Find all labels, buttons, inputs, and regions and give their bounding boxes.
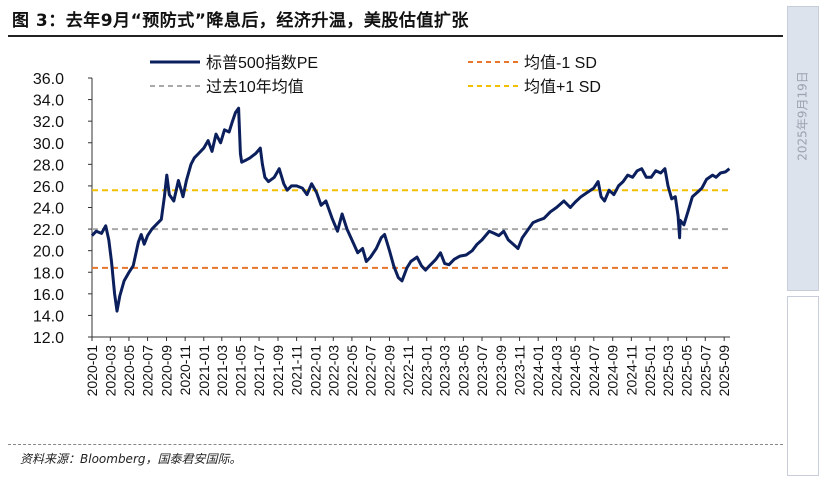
x-tick-label: 2025-03 [660,345,676,397]
legend-label: 过去10年均值 [206,78,304,96]
x-tick-label: 2021-03 [214,345,230,397]
legend: 标普500指数PE 过去10年均值 均值-1 SD 均值+1 SD [150,54,601,96]
legend-label: 标普500指数PE [206,54,318,72]
x-tick-label: 2025-01 [642,345,658,397]
x-tick-label: 2020-01 [84,345,100,397]
x-tick-label: 2023-09 [493,345,509,397]
x-tick-label: 2021-09 [270,345,286,397]
y-tick-label: 20.0 [33,244,64,261]
x-tick-label: 2022-01 [307,345,323,397]
y-tick-label: 34.0 [33,93,64,110]
figure-title: 图 3：去年9月“预防式”降息后，经济升温，美股估值扩张 [12,11,469,31]
x-tick-label: 2025-09 [716,345,732,397]
x-tick-label: 2020-07 [140,345,156,397]
x-tick-label: 2023-05 [455,345,471,397]
x-tick-label: 2022-09 [381,345,397,397]
axes-layer: 12.0 14.0 16.0 18.0 20.0 22.0 24.0 26.0 28.0 30.0… [33,71,732,396]
pe-series-layer [90,106,731,313]
y-tick-label: 24.0 [33,201,64,218]
x-tick-label: 2022-07 [363,345,379,397]
legend-label: 均值-1 SD [524,54,597,72]
x-tick-label: 2020-05 [121,345,137,397]
y-tick-label: 22.0 [33,222,64,239]
x-tick-label: 2024-07 [586,345,602,397]
pe-chart: 12.0 14.0 16.0 18.0 20.0 22.0 24.0 26.0 28.0 30.0… [33,54,732,396]
x-tick-label: 2024-11 [623,345,639,396]
y-tick-label: 26.0 [33,179,64,196]
x-tick-label: 2024-09 [605,345,621,397]
pe-series-line [90,106,731,313]
title-rule [8,35,783,37]
x-tick-label: 2020-03 [102,345,118,397]
x-tick-label: 2021-05 [232,345,248,397]
side-panel-bottom [787,296,819,476]
x-tick-label: 2023-07 [474,345,490,397]
x-tick-label: 2021-01 [196,345,212,397]
x-tick-label: 2022-03 [325,345,341,397]
x-tick-label: 2022-05 [344,345,360,397]
y-tick-label: 36.0 [33,71,64,88]
reference-lines-layer [92,189,730,269]
source-rule [8,444,783,446]
x-tick-label: 2020-11 [177,345,193,396]
x-tick-label: 2020-09 [159,345,175,397]
x-tick-label: 2025-07 [697,345,713,397]
x-tick-label: 2024-01 [530,345,546,397]
legend-label: 均值+1 SD [524,78,601,96]
x-tick-label: 2024-05 [567,345,583,397]
y-tick-label: 16.0 [33,287,64,304]
x-tick-label: 2025-05 [679,345,695,397]
x-tick-label: 2023-11 [512,345,528,396]
x-tick-label: 2021-11 [289,345,305,396]
x-tick-label: 2022-11 [400,345,416,396]
y-tick-label: 12.0 [33,330,64,347]
y-tick-label: 18.0 [33,265,64,282]
y-tick-label: 30.0 [33,136,64,153]
x-tick-label: 2023-03 [437,345,453,397]
y-tick-label: 28.0 [33,157,64,174]
side-date: 2025年9月19日 [795,71,810,161]
y-tick-label: 32.0 [33,114,64,131]
y-tick-label: 14.0 [33,308,64,325]
x-tick-label: 2024-03 [549,345,565,397]
x-tick-label: 2021-07 [251,345,267,397]
source-note: 资料来源：Bloomberg，国泰君安国际。 [20,452,242,466]
x-tick-label: 2023-01 [419,345,435,397]
